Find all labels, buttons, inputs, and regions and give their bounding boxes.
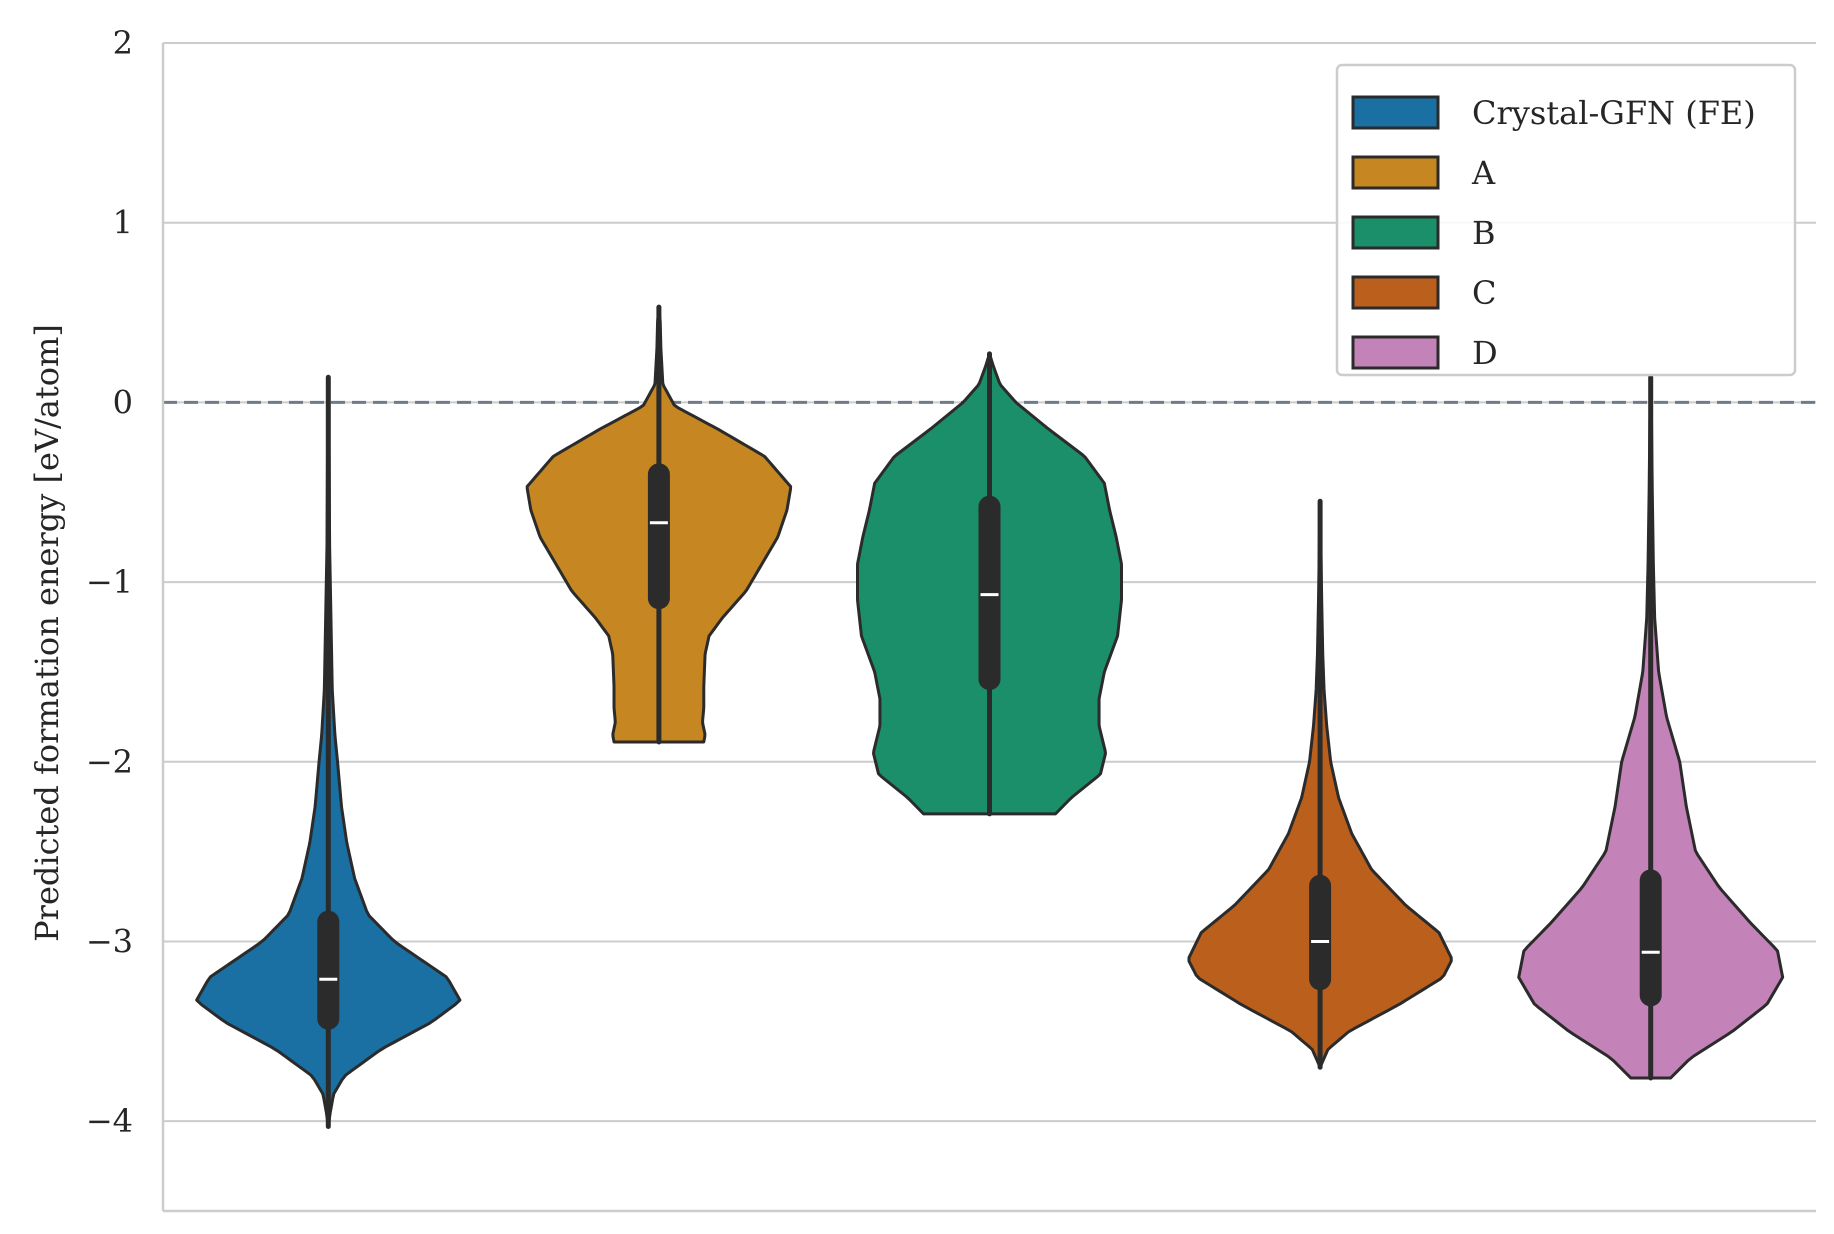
legend-swatch — [1351, 275, 1440, 310]
legend-label: C — [1472, 274, 1496, 312]
legend-swatch — [1351, 335, 1440, 370]
y-tick-label: −4 — [86, 1102, 133, 1140]
y-axis-label: Predicted formation energy [eV/atom] — [28, 324, 66, 942]
y-tick-label: 2 — [113, 24, 133, 62]
legend-box — [1335, 63, 1797, 377]
legend-label: B — [1472, 214, 1496, 252]
y-tick-label: −3 — [86, 922, 133, 960]
violin-5 — [1517, 374, 1785, 1081]
axis-layer: −4 −3 −2 −1 0 1 2 — [86, 24, 1816, 1213]
violin-layer — [195, 304, 1785, 1130]
violin-4 — [1187, 498, 1453, 1070]
violin-1 — [195, 374, 462, 1130]
y-tick-label: 0 — [113, 383, 133, 421]
violin-3 — [856, 351, 1123, 817]
legend-swatch — [1351, 155, 1440, 190]
legend-label: D — [1472, 334, 1498, 372]
violin-2 — [525, 304, 793, 745]
y-tick-label: −2 — [86, 743, 133, 781]
y-tick-label: 1 — [113, 204, 133, 242]
y-tick-label: −1 — [86, 563, 133, 601]
legend-swatch — [1351, 215, 1440, 250]
legend-swatch — [1351, 95, 1440, 130]
legend-label: A — [1471, 154, 1496, 192]
legend-label: Crystal-GFN (FE) — [1472, 94, 1756, 132]
